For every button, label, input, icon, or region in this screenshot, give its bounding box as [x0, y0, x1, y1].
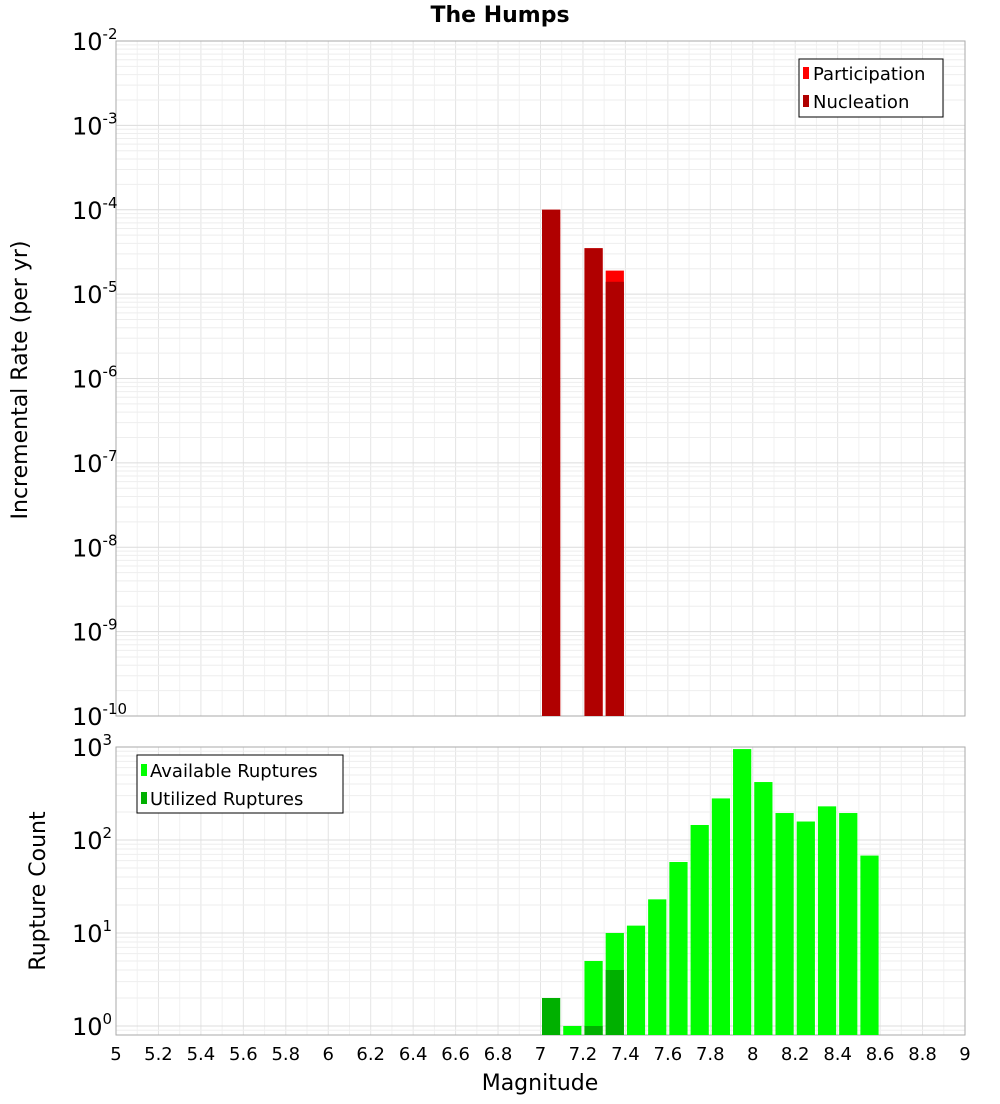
available-ruptures-bar [648, 899, 667, 1035]
bottom-legend-box [136, 754, 344, 814]
bottom-y-tick-label: 103 [72, 731, 112, 762]
legend-swatch-participation [803, 67, 809, 79]
chart-title: The Humps [430, 3, 569, 28]
legend-swatch-available [141, 764, 147, 776]
nucleation-bar [542, 209, 561, 716]
available-ruptures-bar [775, 813, 794, 1035]
bottom-y-axis-label: Rupture Count [26, 811, 51, 971]
bottom-y-tick-label: 100 [72, 1010, 112, 1041]
utilized-ruptures-bar [605, 969, 624, 1035]
available-ruptures-bar [584, 960, 603, 1035]
x-tick-label: 6 [323, 1044, 334, 1065]
top-y-tick-label: 10-2 [72, 25, 118, 56]
x-tick-label: 5.8 [271, 1044, 300, 1065]
x-tick-label: 7.8 [696, 1044, 725, 1065]
x-tick-label: 6.2 [356, 1044, 385, 1065]
x-tick-label: 8 [747, 1044, 758, 1065]
available-ruptures-bar [754, 782, 773, 1035]
x-tick-label: 5.4 [187, 1044, 216, 1065]
bottom-y-tick-label: 102 [72, 824, 112, 855]
x-tick-label: 8.2 [781, 1044, 810, 1065]
x-tick-label: 7 [535, 1044, 546, 1065]
x-tick-label: 5.6 [229, 1044, 258, 1065]
top-y-tick-label: 10-10 [72, 700, 127, 731]
top-legend-box [798, 58, 944, 118]
available-ruptures-bar [796, 821, 815, 1035]
available-ruptures-bar [839, 813, 858, 1035]
top-y-tick-label: 10-3 [72, 109, 118, 140]
top-y-tick-label: 10-7 [72, 447, 118, 478]
x-tick-label: 8.4 [823, 1044, 852, 1065]
nucleation-bar [584, 248, 603, 717]
top-y-tick-label: 10-4 [72, 194, 118, 225]
top-plot-frame [115, 40, 966, 717]
available-ruptures-bar [690, 824, 709, 1035]
available-ruptures-bar [563, 1025, 582, 1035]
available-ruptures-bar [711, 798, 731, 1035]
legend-swatch-nucleation [803, 95, 809, 107]
bottom-legend: Available Ruptures Utilized Ruptures [136, 754, 344, 814]
legend-swatch-utilized [141, 792, 147, 804]
legend-label-utilized: Utilized Ruptures [150, 789, 303, 810]
utilized-ruptures-bar [584, 1025, 603, 1035]
legend-label-available: Available Ruptures [150, 761, 318, 782]
nucleation-bar [605, 281, 624, 716]
available-ruptures-bar [860, 855, 879, 1035]
x-tick-label: 6.6 [441, 1044, 470, 1065]
x-tick-label: 7.2 [569, 1044, 598, 1065]
available-ruptures-bar [626, 925, 646, 1035]
x-tick-label: 7.6 [654, 1044, 683, 1065]
bottom-y-tick-label: 101 [72, 917, 112, 948]
top-y-tick-label: 10-9 [72, 616, 118, 647]
top-y-tick-label: 10-8 [72, 531, 118, 562]
legend-label-nucleation: Nucleation [813, 92, 909, 113]
top-y-tick-label: 10-5 [72, 278, 118, 309]
available-ruptures-bar [733, 749, 752, 1035]
available-ruptures-bar [817, 806, 837, 1035]
legend-label-participation: Participation [813, 64, 925, 85]
x-tick-label: 8.6 [866, 1044, 895, 1065]
x-axis-label: Magnitude [482, 1071, 599, 1096]
x-tick-label: 8.8 [908, 1044, 937, 1065]
available-ruptures-bar [669, 861, 688, 1035]
x-tick-label: 6.4 [399, 1044, 428, 1065]
x-tick-label: 5.2 [144, 1044, 173, 1065]
top-y-tick-label: 10-6 [72, 363, 118, 394]
top-legend: Participation Nucleation [798, 58, 944, 118]
x-tick-label: 5 [110, 1044, 121, 1065]
bottom-plot-frame [115, 746, 966, 1036]
utilized-ruptures-bar [542, 997, 561, 1035]
top-y-axis-label: Incremental Rate (per yr) [8, 241, 33, 520]
x-tick-label: 7.4 [611, 1044, 640, 1065]
x-tick-label: 6.8 [484, 1044, 513, 1065]
x-tick-label: 9 [959, 1044, 970, 1065]
